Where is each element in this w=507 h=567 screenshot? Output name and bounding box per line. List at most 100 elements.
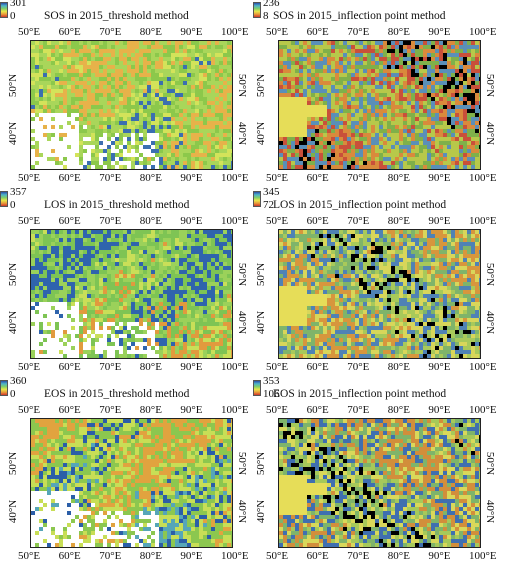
map-pixel — [343, 81, 347, 85]
map-pixel — [47, 149, 51, 153]
map-pixel — [115, 69, 119, 73]
map-pixel — [227, 169, 231, 170]
map-pixel — [63, 65, 67, 69]
map-pixel — [299, 93, 303, 97]
map-pixel — [151, 81, 155, 85]
map-pixel — [47, 338, 51, 342]
map-pixel — [467, 109, 471, 113]
map-pixel — [143, 290, 147, 294]
map-pixel — [91, 306, 95, 310]
map-pixel — [359, 129, 363, 133]
map-pixel — [391, 93, 395, 97]
map-pixel — [467, 117, 471, 121]
map-pixel — [147, 242, 151, 246]
map-pixel — [439, 89, 443, 93]
map-pixel — [103, 69, 107, 73]
map-pixel — [427, 105, 431, 109]
map-pixel — [83, 105, 87, 109]
map-pixel — [183, 141, 187, 145]
map-pixel — [215, 326, 219, 330]
map-pixel — [155, 258, 159, 262]
map-pixel — [147, 246, 151, 250]
map-pixel — [163, 346, 167, 350]
lat-tick-right: 50°N — [484, 73, 497, 97]
map-pixel — [31, 258, 35, 262]
map-pixel — [51, 266, 55, 270]
map-pixel — [215, 282, 219, 286]
map-pixel — [339, 133, 343, 137]
map-pixel — [231, 81, 232, 85]
map-pixel — [447, 101, 451, 105]
map-pixel — [127, 338, 131, 342]
map-pixel — [71, 93, 75, 97]
map-pixel — [103, 89, 107, 93]
map-pixel — [151, 246, 155, 250]
map-pixel — [147, 234, 151, 238]
map-pixel — [55, 326, 59, 330]
map-pixel — [163, 294, 167, 298]
map-pixel — [379, 109, 383, 113]
map-pixel — [111, 65, 115, 69]
map-pixel — [211, 246, 215, 250]
map-pixel — [155, 246, 159, 250]
map-pixel — [367, 85, 371, 89]
map-pixel — [171, 149, 175, 153]
map-pixel — [359, 161, 363, 165]
map-pixel — [63, 266, 67, 270]
map-pixel — [479, 85, 480, 89]
map-pixel — [47, 117, 51, 121]
map-pixel — [215, 57, 219, 61]
map-pixel — [283, 133, 287, 137]
map-pixel — [155, 133, 159, 137]
map-pixel — [67, 41, 71, 45]
map-pixel — [47, 85, 51, 89]
map-pixel — [103, 105, 107, 109]
map-pixel — [343, 109, 347, 113]
map-pixel — [187, 125, 191, 129]
map-pixel — [191, 294, 195, 298]
map-pixel — [431, 81, 435, 85]
map-pixel — [375, 129, 379, 133]
map-pixel — [171, 338, 175, 342]
map-pixel — [51, 278, 55, 282]
map-pixel — [211, 322, 215, 326]
map-pixel — [359, 97, 363, 101]
map-pixel — [115, 125, 119, 129]
map-pixel — [187, 145, 191, 149]
map-pixel — [123, 49, 127, 53]
map-pixel — [127, 61, 131, 65]
map-pixel — [219, 294, 223, 298]
map-pixel — [435, 149, 439, 153]
map-pixel — [467, 137, 471, 141]
map-pixel — [407, 41, 411, 45]
map-pixel — [79, 89, 83, 93]
map-pixel — [383, 89, 387, 93]
map-pixel — [103, 286, 107, 290]
map-pixel — [39, 266, 43, 270]
map-pixel — [315, 61, 319, 65]
map-pixel — [127, 298, 131, 302]
map-pixel — [331, 125, 335, 129]
map-pixel — [315, 149, 319, 153]
map-pixel — [195, 77, 199, 81]
map-pixel — [319, 165, 323, 169]
map-pixel — [387, 133, 391, 137]
map-pixel — [59, 105, 63, 109]
map-pixel — [195, 230, 199, 234]
map-pixel — [83, 322, 87, 326]
map-pixel — [479, 49, 480, 53]
map-pixel — [79, 77, 83, 81]
map-pixel — [67, 113, 71, 117]
map-pixel — [407, 77, 411, 81]
map-pixel — [151, 286, 155, 290]
map-pixel — [223, 117, 227, 121]
map-pixel — [383, 157, 387, 161]
map-pixel — [39, 137, 43, 141]
map-pixel — [407, 97, 411, 101]
map-pixel — [439, 145, 443, 149]
map-pixel — [447, 141, 451, 145]
map-pixel — [163, 89, 167, 93]
map-pixel — [171, 298, 175, 302]
map-pixel — [375, 113, 379, 117]
map-pixel — [67, 270, 71, 274]
